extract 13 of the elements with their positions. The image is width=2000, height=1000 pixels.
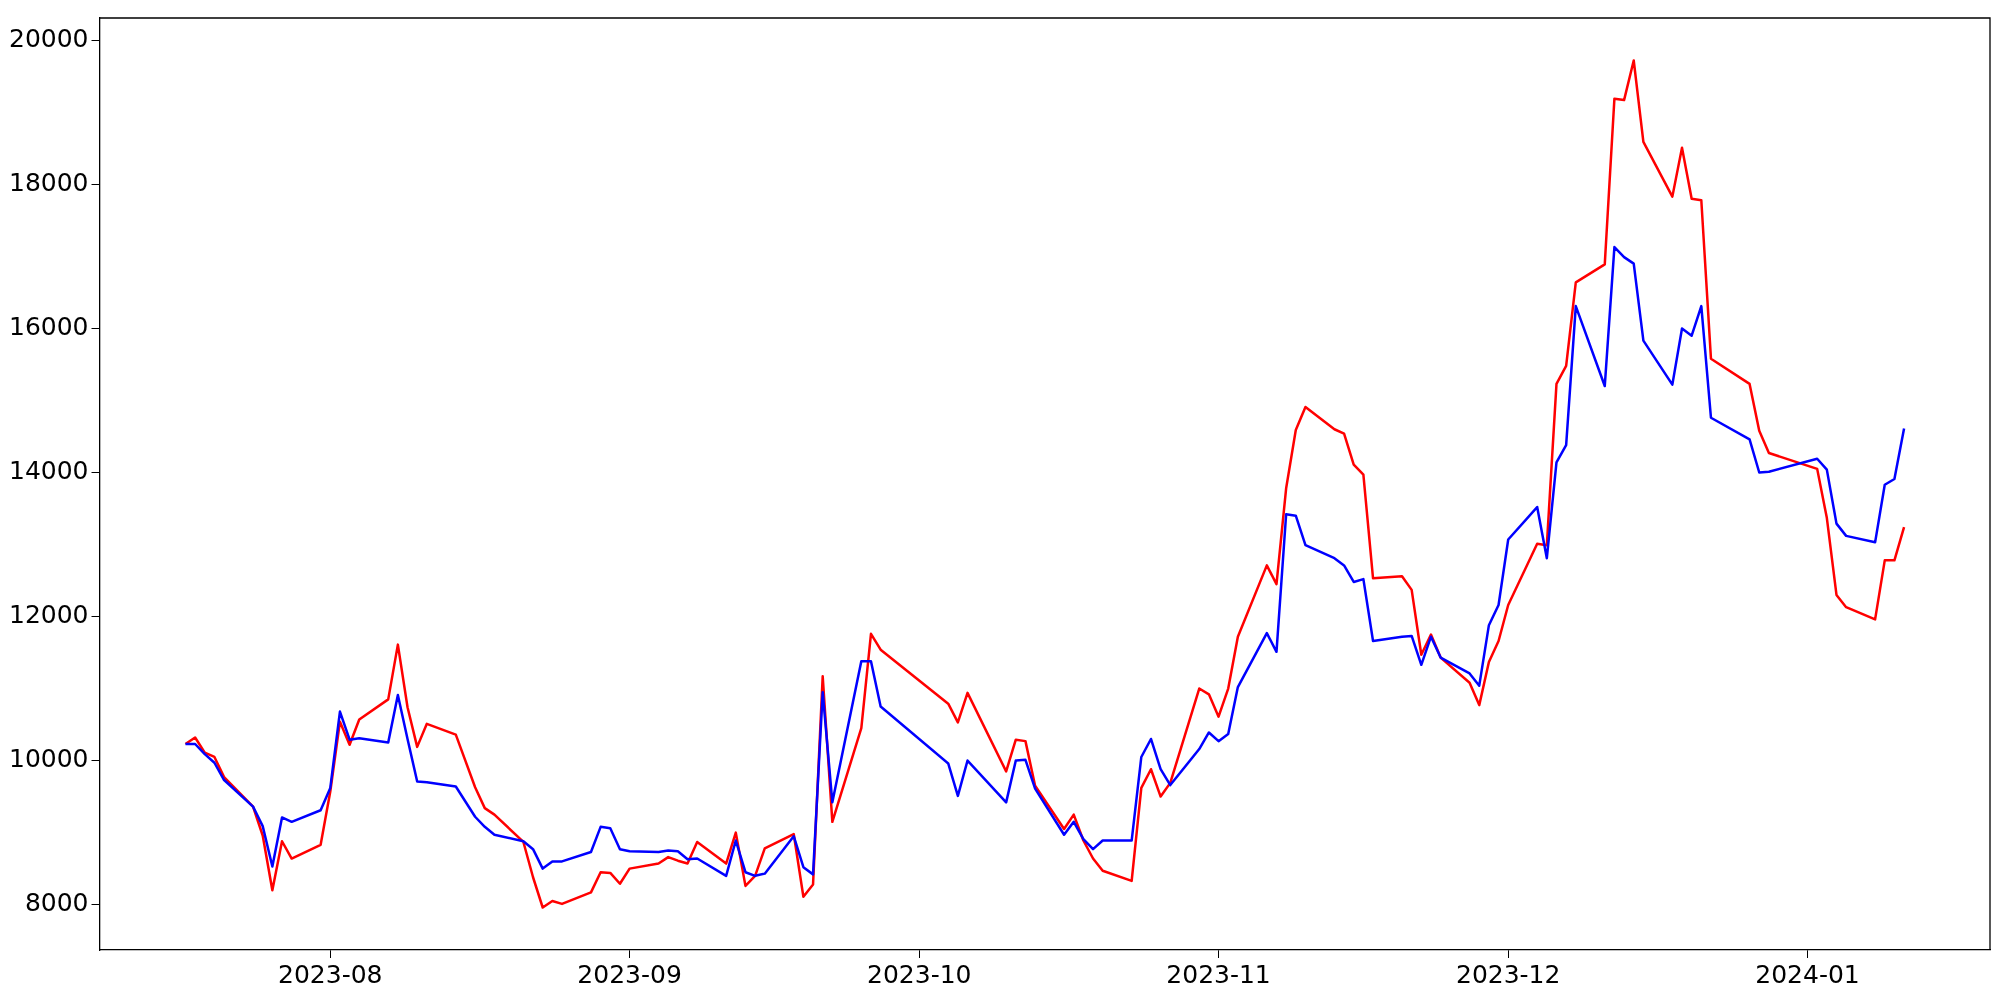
y-tick-label: 16000 <box>9 311 89 341</box>
y-tick-label: 20000 <box>9 23 89 53</box>
x-tick-label: 2023-12 <box>1455 959 1561 989</box>
y-tick-label: 8000 <box>24 888 89 918</box>
y-tick-label: 10000 <box>9 744 89 774</box>
y-tick-label: 18000 <box>9 167 89 197</box>
x-tick-label: 2023-11 <box>1166 959 1271 989</box>
x-tick-label: 2023-10 <box>867 959 972 989</box>
x-tick-label: 2024-01 <box>1755 959 1860 989</box>
x-tick-label: 2023-09 <box>577 959 682 989</box>
x-tick-label: 2023-08 <box>278 959 383 989</box>
y-tick-label: 14000 <box>9 455 89 485</box>
y-tick-label: 12000 <box>9 600 89 630</box>
